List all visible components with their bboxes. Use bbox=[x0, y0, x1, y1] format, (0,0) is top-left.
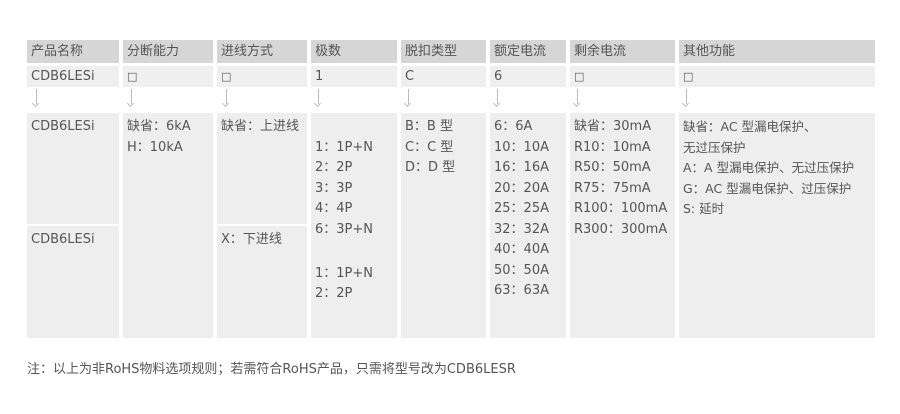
body-other: 缺省：AC 型漏电保护、 无过压保护 A：A 型漏电保护、无过压保护 G：AC … bbox=[679, 113, 875, 338]
code-residual: □ bbox=[570, 66, 675, 87]
poles-top: 1：1P+N 2：2P 3：3P 4：4P 6：3P+N bbox=[315, 139, 373, 237]
body-residual: 缺省：30mA R10：10mA R50：50mA R75：75mA R100：… bbox=[570, 113, 675, 338]
header-other-functions: 其他功能 bbox=[679, 40, 875, 63]
header-poles: 极数 bbox=[311, 40, 397, 63]
code-product-name: CDB6LESi bbox=[27, 66, 119, 87]
body-trip: B：B 型 C：C 型 D：D 型 bbox=[401, 113, 486, 338]
poles-bottom: 1：1P+N 2：2P bbox=[315, 265, 373, 302]
header-wiring: 进线方式 bbox=[217, 40, 307, 63]
code-trip: C bbox=[401, 66, 486, 87]
body-breaking: 缺省：6kA H：10kA bbox=[123, 113, 213, 338]
code-other: □ bbox=[679, 66, 875, 87]
arrow-down-icon bbox=[404, 89, 413, 109]
header-trip-type: 脱扣类型 bbox=[401, 40, 486, 63]
body-wiring-bottom: X：下进线 bbox=[217, 226, 307, 338]
body-name-bottom: CDB6LESi bbox=[27, 226, 119, 338]
arrow-down-icon bbox=[32, 89, 41, 109]
body-wiring-top: 缺省：上进线 bbox=[217, 113, 307, 224]
header-residual-current: 剩余电流 bbox=[570, 40, 675, 63]
code-poles: 1 bbox=[311, 66, 397, 87]
arrow-down-icon bbox=[127, 89, 136, 109]
code-wiring: □ bbox=[217, 66, 307, 87]
header-product-name: 产品名称 bbox=[27, 40, 119, 63]
arrow-down-icon bbox=[222, 89, 231, 109]
header-rated-current: 额定电流 bbox=[490, 40, 566, 63]
body-poles: 1：1P+N 2：2P 3：3P 4：4P 6：3P+N 1：1P+N 2：2P bbox=[311, 113, 397, 338]
code-rated: 6 bbox=[490, 66, 566, 87]
arrow-down-icon bbox=[314, 89, 323, 109]
code-breaking: □ bbox=[123, 66, 213, 87]
body-name-top: CDB6LESi bbox=[27, 113, 119, 224]
body-rated: 6：6A 10：10A 16：16A 20：20A 25：25A 32：32A … bbox=[490, 113, 566, 338]
header-breaking-capacity: 分断能力 bbox=[123, 40, 213, 63]
arrow-down-icon bbox=[493, 89, 502, 109]
arrow-down-icon bbox=[573, 89, 582, 109]
footnote: 注：以上为非RoHS物料选项规则；若需符合RoHS产品，只需将型号改为CDB6L… bbox=[27, 362, 516, 377]
arrow-down-icon bbox=[682, 89, 691, 109]
